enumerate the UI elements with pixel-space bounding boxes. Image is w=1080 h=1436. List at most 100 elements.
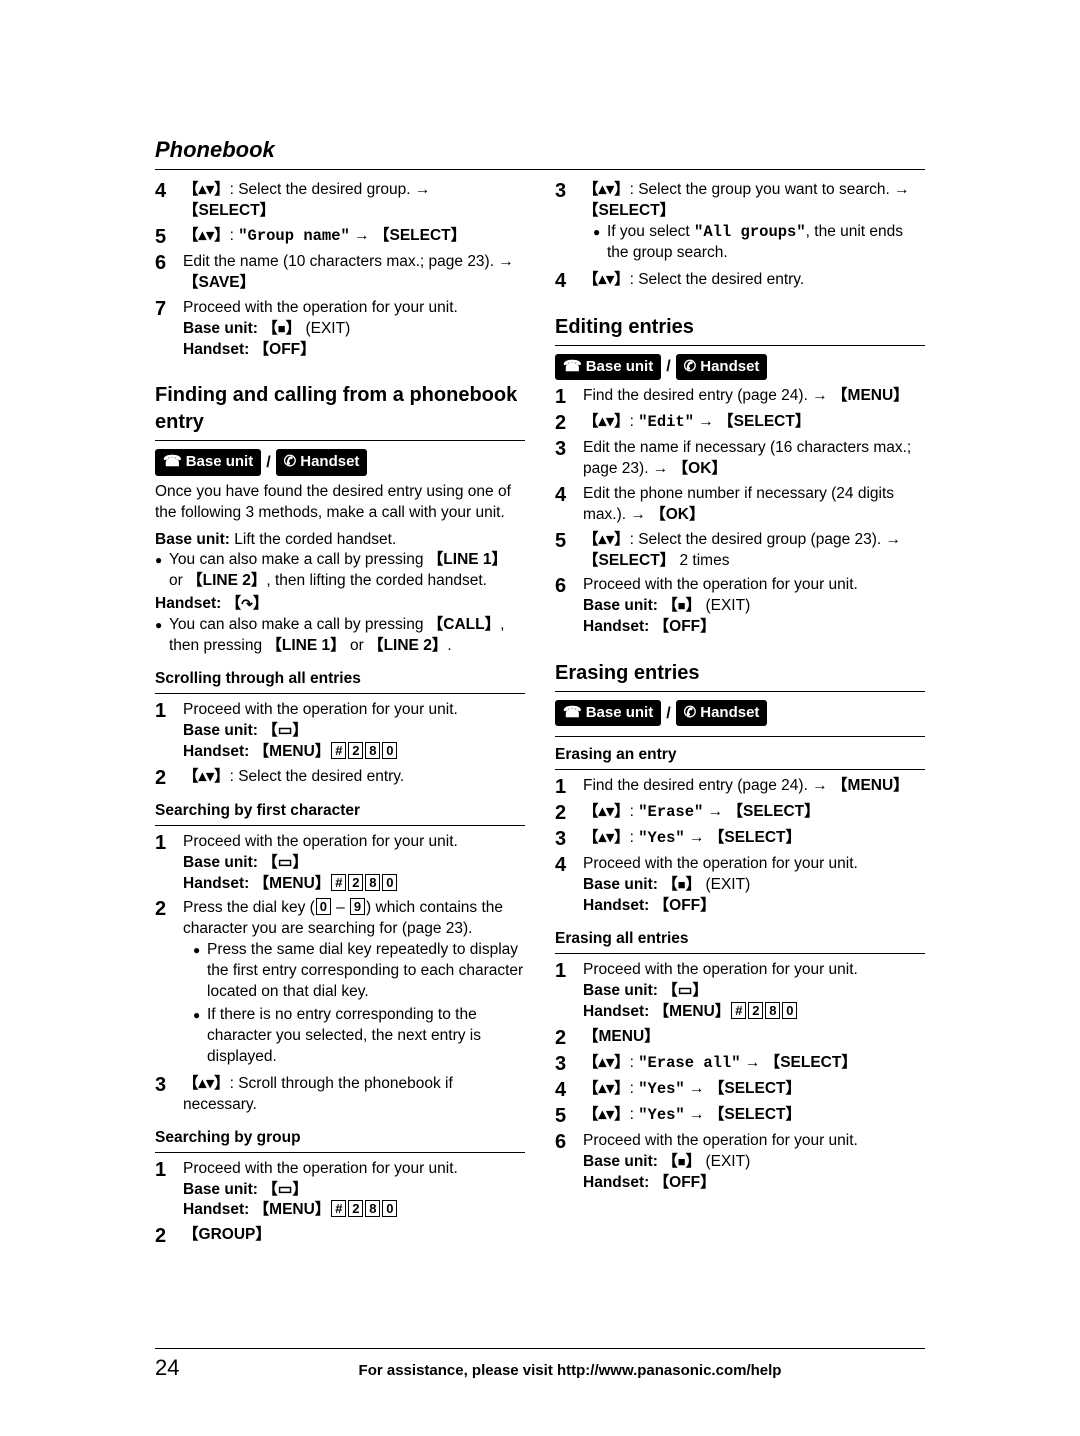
base-icon: ☎: [563, 357, 582, 377]
stop-icon: ■: [678, 876, 686, 894]
key-2: 2: [348, 874, 363, 891]
phonebook-icon: ▭: [278, 854, 293, 871]
updown-icon: ▴▾: [583, 802, 630, 823]
key-0: 0: [782, 1002, 797, 1019]
page-number: 24: [155, 1355, 215, 1381]
select-key: SELECT: [709, 829, 801, 846]
select-key: SELECT: [765, 1054, 857, 1071]
yes-text: "Yes": [638, 1080, 685, 1098]
r3-sub: If you select "All groups", the unit end…: [583, 222, 925, 264]
base-unit-label: Base unit:: [583, 1153, 658, 1170]
page-footer: 24 For assistance, please visit http://w…: [155, 1348, 925, 1381]
ok-key: OK: [650, 506, 704, 523]
erase-text: "Erase": [638, 803, 703, 821]
right-steps-continued: 3▴▾: Select the group you want to search…: [555, 180, 925, 292]
key-8: 8: [765, 1002, 780, 1019]
base-lift-line: Base unit: Lift the corded handset.: [155, 530, 525, 551]
exit-text: (EXIT): [705, 876, 750, 893]
search-first-steps: 1Proceed with the operation for your uni…: [155, 832, 525, 1116]
erasing-all-steps: 1Proceed with the operation for your uni…: [555, 960, 925, 1194]
group-name-text: "Group name": [238, 227, 350, 245]
select-key: SELECT: [374, 227, 466, 244]
sf2b-text: –: [332, 899, 349, 916]
stop-icon: ■: [278, 320, 286, 338]
bullet-line1: You can also make a call by pressing LIN…: [155, 550, 525, 592]
scroll2-text: Select the desired entry.: [238, 768, 404, 785]
key-8: 8: [365, 1200, 380, 1217]
line1-key: LINE 1: [428, 551, 507, 568]
base-icon: ☎: [163, 452, 182, 472]
erasing-entry-title: Erasing an entry: [555, 745, 925, 770]
base-unit-label: Base unit:: [183, 854, 258, 871]
sf1-text: Proceed with the operation for your unit…: [183, 833, 458, 850]
select-key: SELECT: [709, 1106, 801, 1123]
scrolling-title: Scrolling through all entries: [155, 669, 525, 694]
line2-key: LINE 2: [187, 572, 266, 589]
updown-icon: ▴▾: [583, 1105, 630, 1126]
bullet-call: You can also make a call by pressing CAL…: [155, 615, 525, 657]
line1-key: LINE 1: [266, 637, 345, 654]
erase-all-text: "Erase all": [638, 1054, 740, 1072]
sf2-subbullets: Press the same dial key repeatedly to di…: [183, 940, 525, 1068]
select-key: SELECT: [718, 413, 810, 430]
hash-key: #: [331, 742, 346, 759]
hash-key: #: [331, 1200, 346, 1217]
ee4-text: Proceed with the operation for your unit…: [583, 855, 858, 872]
base-icon: ☎: [563, 703, 582, 723]
key-8: 8: [365, 742, 380, 759]
r3-subbullets: If you select "All groups", the unit end…: [583, 222, 925, 264]
select-key: SELECT: [183, 202, 275, 219]
menu-key: MENU: [654, 1003, 731, 1020]
ea6-text: Proceed with the operation for your unit…: [583, 1132, 858, 1149]
finding-title: Finding and calling from a phonebook ent…: [155, 382, 525, 441]
key-2: 2: [348, 742, 363, 759]
editing-steps: 1Find the desired entry (page 24).MENU 2…: [555, 386, 925, 638]
updown-icon: ▴▾: [583, 180, 630, 201]
edit-text: "Edit": [638, 413, 694, 431]
phone-icon: ↷: [241, 595, 253, 614]
step6-text: Edit the name (10 characters max.; page …: [183, 253, 494, 270]
left-column: 4▴▾: Select the desired group.SELECT 5▴▾…: [155, 180, 525, 1251]
ok-key: OK: [673, 460, 727, 477]
search-group-title: Searching by group: [155, 1128, 525, 1153]
erasing-all-title: Erasing all entries: [555, 929, 925, 954]
search-group-steps: 1Proceed with the operation for your uni…: [155, 1159, 525, 1248]
editing-title: Editing entries: [555, 314, 925, 346]
base-unit-badge: ☎Base unit: [555, 354, 661, 380]
badge-slash: /: [666, 703, 670, 725]
base-unit-label: Base unit:: [583, 876, 658, 893]
handset-label: Handset:: [583, 897, 649, 914]
call-key: CALL: [428, 616, 500, 633]
yes-text: "Yes": [638, 829, 685, 847]
base-unit-label: Base unit:: [183, 320, 258, 337]
handset-badge: ✆Handset: [276, 449, 368, 475]
key-2: 2: [348, 1200, 363, 1217]
badge-slash: /: [266, 452, 270, 474]
base-unit-badge: ☎Base unit: [155, 449, 261, 475]
base-bullets: You can also make a call by pressing LIN…: [155, 550, 525, 592]
updown-icon: ▴▾: [583, 1079, 630, 1100]
badge-slash: /: [666, 356, 670, 378]
hash-key: #: [731, 1002, 746, 1019]
updown-icon: ▴▾: [183, 1074, 230, 1095]
menu-key: MENU: [254, 1201, 331, 1218]
ee1-text: Find the desired entry (page 24).: [583, 777, 808, 794]
finding-intro: Once you have found the desired entry us…: [155, 482, 525, 524]
r4-text: Select the desired entry.: [638, 271, 804, 288]
device-badges-erase: ☎Base unit / ✆Handset: [555, 700, 925, 726]
updown-icon: ▴▾: [583, 530, 630, 551]
handset-label: Handset:: [583, 1003, 649, 1020]
updown-icon: ▴▾: [183, 767, 230, 788]
yes-text: "Yes": [638, 1106, 685, 1124]
scrolling-steps: 1Proceed with the operation for your uni…: [155, 700, 525, 789]
handset-label: Handset:: [183, 743, 249, 760]
key-9: 9: [350, 898, 365, 915]
stop-icon: ■: [678, 597, 686, 615]
key-0: 0: [382, 874, 397, 891]
page-header: Phonebook: [155, 137, 925, 170]
updown-icon: ▴▾: [583, 1053, 630, 1074]
menu-key: MENU: [832, 387, 909, 404]
updown-icon: ▴▾: [183, 226, 230, 247]
base-unit-label: Base unit:: [183, 722, 258, 739]
group-key: GROUP: [183, 1226, 271, 1243]
